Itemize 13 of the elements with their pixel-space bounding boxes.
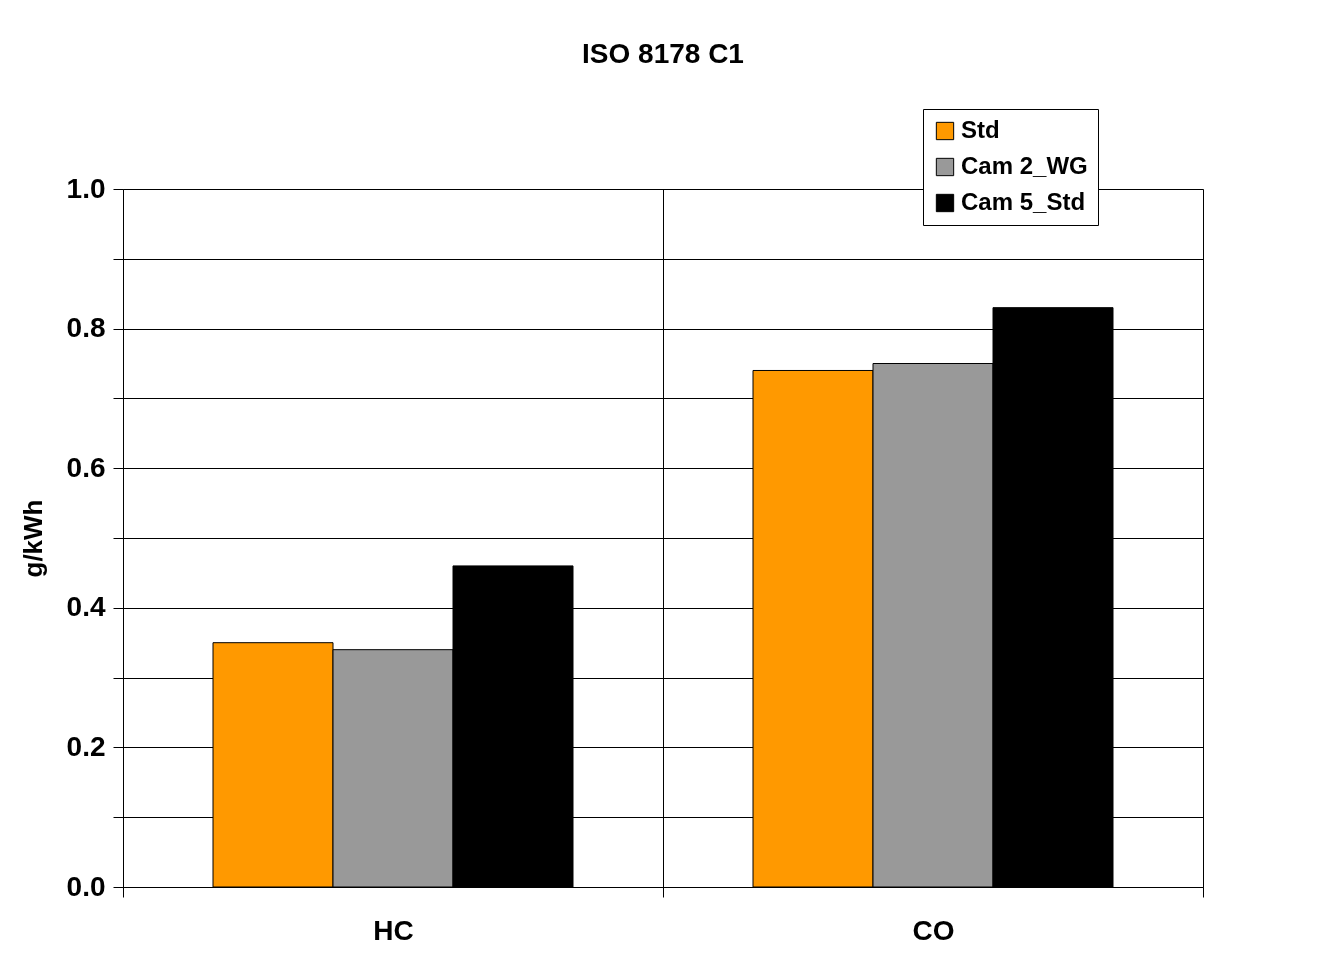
- y-tick-label: 1.0: [66, 172, 106, 204]
- y-tick-label: 0.8: [66, 312, 106, 344]
- x-tick-label: HC: [373, 914, 414, 946]
- y-tick-label: 0.0: [66, 870, 106, 902]
- y-tick-label: 0.2: [66, 730, 106, 762]
- legend-label: Cam 5_Std: [961, 188, 1086, 215]
- y-tick-label: 0.6: [66, 451, 106, 483]
- x-tick-label: CO: [912, 914, 955, 946]
- legend-label: Cam 2_WG: [961, 152, 1088, 179]
- y-tick-label: 0.4: [66, 591, 106, 623]
- y-axis-title: g/kWh: [17, 499, 48, 578]
- legend-label: Std: [961, 116, 1000, 143]
- chart-title: ISO 8178 C1: [582, 37, 744, 69]
